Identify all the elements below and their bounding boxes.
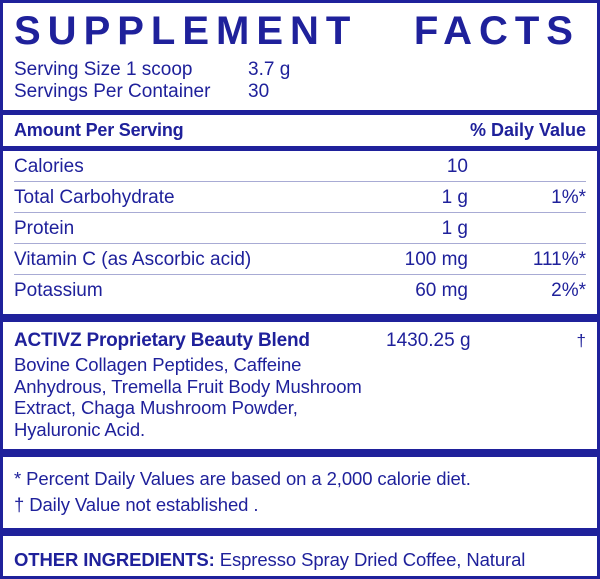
row-separator-cell [14,243,586,244]
nutrition-table-body: Amount Per Serving % Daily Value [14,115,586,146]
divider-above-table [3,110,597,115]
nutrient-daily-value: 2%* [551,280,586,301]
nutrient-name: Calories [14,156,84,177]
servings-per-container-row: Servings Per Container 30 [14,81,586,103]
separator-line [14,243,586,244]
separator-line [14,181,586,182]
nutrient-name: Potassium [14,280,103,301]
nutrient-daily-value: 1%* [551,187,586,208]
label-header: SUPPLEMENT FACTS [3,3,597,53]
row-separator-cell [14,181,586,182]
blend-daily-value-dagger: † [576,331,586,350]
row-separator [14,212,586,213]
nutrient-amount: 100 mg [404,249,468,270]
page-title: SUPPLEMENT FACTS [14,3,586,53]
servings-per-container-value: 30 [248,81,270,102]
amount-per-serving-header: Amount Per Serving [14,120,184,140]
other-ingredients-text: Espresso Spray Dried Coffee, Natural Fla… [14,549,526,576]
nutrient-name: Vitamin C (as Ascorbic acid) [14,249,252,270]
table-row: Protein 1 g [14,213,586,243]
blend-name: ACTIVZ Proprietary Beauty Blend [14,330,310,351]
footnote-percent-daily-value: * Percent Daily Values are based on a 2,… [14,468,471,489]
header-amount-spacer [348,115,468,146]
footnotes-section: * Percent Daily Values are based on a 2,… [3,457,597,528]
serving-size-row: Serving Size 1 scoop 3.7 g [14,59,586,81]
nutrition-table-wrapper: Amount Per Serving % Daily Value [3,115,597,146]
title-word-supplement: SUPPLEMENT [14,9,358,53]
table-header-row: Amount Per Serving % Daily Value [14,115,586,146]
divider-below-table-header [3,146,597,151]
serving-information: Serving Size 1 scoop 3.7 g Servings Per … [3,53,597,110]
nutrient-rows-table: Calories 10 Total Carbohydrate 1 g 1%* P… [14,151,586,305]
row-separator [14,243,586,244]
nutrient-amount: 1 g [441,187,468,208]
nutrient-amount: 1 g [441,218,468,239]
table-row: Total Carbohydrate 1 g 1%* [14,182,586,212]
nutrient-name: Protein [14,218,75,239]
separator-line [14,212,586,213]
nutrient-rows-body: Calories 10 Total Carbohydrate 1 g 1%* P… [14,151,586,305]
serving-size-label: Serving Size 1 scoop [14,59,193,80]
table-row: Vitamin C (as Ascorbic acid) 100 mg 111%… [14,244,586,274]
nutrient-daily-value: 111%* [532,249,586,270]
row-separator [14,181,586,182]
daily-value-header: % Daily Value [469,120,586,140]
nutrient-amount: 60 mg [415,280,468,301]
row-separator [14,274,586,275]
divider-above-blend [3,314,597,322]
divider-above-other-ingredients [3,528,597,536]
separator-line [14,274,586,275]
divider-above-footnotes [3,449,597,457]
servings-per-container-label: Servings Per Container [14,81,211,102]
row-separator-cell [14,212,586,213]
blend-header-row: ACTIVZ Proprietary Beauty Blend 1430.25 … [14,330,586,352]
title-word-facts: FACTS [413,9,580,53]
serving-size-value: 3.7 g [248,59,291,80]
blend-ingredients: Bovine Collagen Peptides, Caffeine Anhyd… [14,354,362,440]
spacer-before-blend-divider [3,305,597,314]
nutrient-name: Total Carbohydrate [14,187,175,208]
nutrient-amount: 10 [446,156,468,177]
footnote-daily-value-not-established: † Daily Value not established . [14,494,259,515]
other-ingredients-section: OTHER INGREDIENTS: Espresso Spray Dried … [3,536,597,576]
table-row: Potassium 60 mg 2%* [14,275,586,305]
nutrition-table: Amount Per Serving % Daily Value [14,115,586,146]
other-ingredients-heading: OTHER INGREDIENTS: [14,549,215,570]
nutrient-daily-value [468,213,586,243]
nutrient-rows-wrapper: Calories 10 Total Carbohydrate 1 g 1%* P… [3,151,597,305]
nutrient-daily-value [468,151,586,181]
blend-amount: 1430.25 g [386,330,471,351]
proprietary-blend-section: ACTIVZ Proprietary Beauty Blend 1430.25 … [3,322,597,449]
row-separator-cell [14,274,586,275]
table-row: Calories 10 [14,151,586,181]
